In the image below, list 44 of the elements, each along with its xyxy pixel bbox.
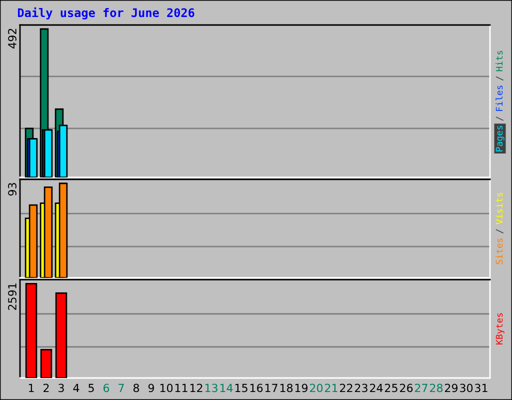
text: Hits	[496, 50, 503, 72]
text: /	[496, 116, 504, 121]
x-tick-label: 28	[430, 384, 443, 392]
x-tick-label: 21	[324, 384, 338, 392]
x-tick-label: 15	[235, 384, 248, 392]
text: /	[496, 76, 504, 81]
x-tick-label: 30	[460, 384, 473, 392]
text: /	[496, 229, 504, 234]
x-tick-label: 4	[73, 384, 80, 392]
x-tick-label: 22	[340, 384, 352, 392]
text: 2591	[8, 283, 16, 310]
x-tick-label: 16	[250, 384, 263, 392]
text: 93	[8, 183, 16, 196]
text: 492	[8, 28, 16, 48]
text: Visits	[496, 192, 503, 224]
x-tick-label: 24	[370, 384, 383, 392]
text: Files	[496, 86, 503, 111]
x-tick-label: 18	[280, 384, 293, 392]
x-tick-label: 1	[28, 384, 34, 392]
text: Sites	[496, 238, 503, 264]
chart-title: Daily usage for June 2026	[18, 7, 194, 20]
x-tick-label: 9	[148, 384, 154, 392]
text: KBytes	[496, 313, 504, 344]
x-tick-label: 20	[310, 384, 323, 392]
x-tick-label: 13	[205, 384, 218, 392]
x-tick-label: 17	[265, 384, 278, 392]
x-tick-label: 5	[88, 384, 94, 392]
x-tick-label: 6	[103, 384, 110, 392]
x-tick-label: 25	[384, 384, 398, 392]
x-tick-label: 10	[160, 384, 173, 392]
x-tick-label: 2	[44, 384, 49, 392]
x-tick-label: 11	[175, 384, 188, 392]
x-tick-label: 29	[444, 384, 458, 392]
x-tick-label: 12	[190, 384, 202, 392]
x-tick-label: 8	[133, 384, 140, 392]
text: Pages	[496, 126, 504, 152]
x-tick-label: 7	[118, 384, 124, 392]
x-tick-label: 3	[58, 384, 64, 392]
x-tick-label: 31	[475, 384, 488, 392]
x-tick-label: 23	[354, 384, 368, 392]
x-tick-label: 27	[414, 384, 428, 392]
x-tick-label: 26	[400, 384, 413, 392]
x-tick-label: 19	[295, 384, 308, 392]
x-tick-label: 14	[220, 384, 233, 392]
